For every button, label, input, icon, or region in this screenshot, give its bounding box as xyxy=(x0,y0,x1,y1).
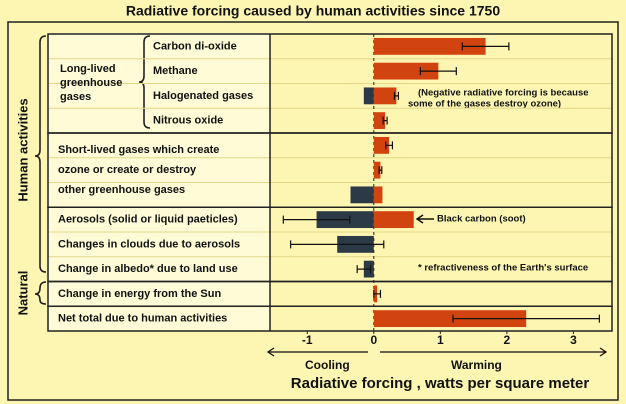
direction-label: Warming xyxy=(451,358,502,372)
error-bar xyxy=(373,289,382,298)
brace xyxy=(34,281,47,305)
bar xyxy=(350,186,374,204)
bar xyxy=(373,161,381,179)
x-tick-label: 2 xyxy=(504,333,511,347)
x-tick-label: 0 xyxy=(370,333,377,347)
error-bar xyxy=(378,166,383,175)
brace xyxy=(34,35,47,273)
error-bar xyxy=(290,240,385,249)
category-label: Halogenated gases xyxy=(153,90,253,102)
bar xyxy=(373,87,397,105)
error-bar xyxy=(393,91,400,100)
category-label: Aerosols (solid or liquid paeticles) xyxy=(58,214,238,226)
bar xyxy=(373,37,486,55)
side-label: Natural xyxy=(15,271,30,316)
error-bar xyxy=(356,265,372,274)
group-label: Long-lived xyxy=(60,63,116,75)
category-label: Carbon di-oxide xyxy=(153,40,237,52)
arrow xyxy=(415,214,434,224)
x-tick-label: 3 xyxy=(570,333,577,347)
side-label: Human activities xyxy=(15,98,30,201)
group-label: greenhouse xyxy=(60,77,122,89)
group-label: Short-lived gases which create xyxy=(58,144,219,156)
bar xyxy=(373,62,439,80)
bar xyxy=(373,211,414,229)
annotation: (Negative radiative forcing is because xyxy=(418,88,589,99)
section-box xyxy=(47,305,613,332)
error-bar xyxy=(419,67,457,76)
brace xyxy=(138,35,151,129)
bar xyxy=(373,112,386,130)
group-label: gases xyxy=(60,91,91,103)
error-bar xyxy=(461,42,510,51)
annotation: Black carbon (soot) xyxy=(437,214,526,225)
arrow xyxy=(266,347,608,357)
category-label: Change in albedo* due to land use xyxy=(58,263,238,275)
error-bar xyxy=(282,215,351,224)
label-panel xyxy=(48,33,270,330)
category-label: Change in energy from the Sun xyxy=(58,288,221,300)
x-axis-label: Radiative forcing , watts per square met… xyxy=(291,375,590,392)
bar xyxy=(373,136,390,154)
chart-title: Radiative forcing caused by human activi… xyxy=(126,3,500,19)
x-tick-label: 1 xyxy=(437,333,444,347)
error-bar xyxy=(452,314,600,323)
category-label: Nitrous oxide xyxy=(153,115,223,127)
category-label: Changes in clouds due to aerosols xyxy=(58,238,240,250)
x-tick-label: -1 xyxy=(302,333,313,347)
direction-label: Cooling xyxy=(305,358,350,372)
annotation: some of the gases destroy ozone) xyxy=(408,99,561,110)
group-label: other greenhouse gases xyxy=(58,184,185,196)
error-bar xyxy=(382,116,388,125)
annotation: * refractiveness of the Earth's surface xyxy=(418,263,588,274)
bar xyxy=(373,186,383,204)
category-label: Methane xyxy=(153,65,198,77)
bar xyxy=(373,310,527,328)
group-label: ozone or create or destroy xyxy=(58,164,197,176)
error-bar xyxy=(385,141,394,150)
bar xyxy=(363,87,374,105)
category-label: Net total due to human activities xyxy=(58,313,227,325)
